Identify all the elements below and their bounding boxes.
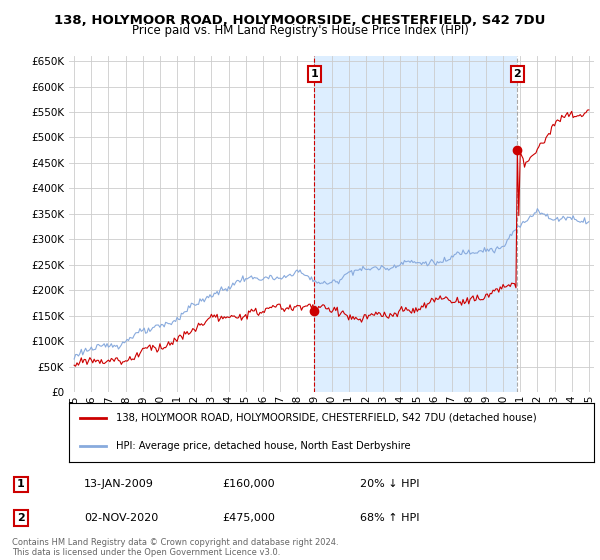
- Text: HPI: Average price, detached house, North East Derbyshire: HPI: Average price, detached house, Nort…: [116, 441, 411, 451]
- Bar: [314, 56, 517, 392]
- Text: 13-JAN-2009: 13-JAN-2009: [84, 479, 154, 489]
- Text: Contains HM Land Registry data © Crown copyright and database right 2024.
This d: Contains HM Land Registry data © Crown c…: [12, 538, 338, 557]
- Text: 138, HOLYMOOR ROAD, HOLYMOORSIDE, CHESTERFIELD, S42 7DU (detached house): 138, HOLYMOOR ROAD, HOLYMOORSIDE, CHESTE…: [116, 413, 537, 423]
- Text: £475,000: £475,000: [222, 513, 275, 523]
- Text: 138, HOLYMOOR ROAD, HOLYMOORSIDE, CHESTERFIELD, S42 7DU: 138, HOLYMOOR ROAD, HOLYMOORSIDE, CHESTE…: [55, 14, 545, 27]
- Text: 20% ↓ HPI: 20% ↓ HPI: [360, 479, 419, 489]
- Text: Price paid vs. HM Land Registry's House Price Index (HPI): Price paid vs. HM Land Registry's House …: [131, 24, 469, 37]
- Text: 1: 1: [310, 69, 318, 79]
- Text: £160,000: £160,000: [222, 479, 275, 489]
- Text: 02-NOV-2020: 02-NOV-2020: [84, 513, 158, 523]
- Text: 2: 2: [514, 69, 521, 79]
- Text: 1: 1: [17, 479, 25, 489]
- Text: 2: 2: [17, 513, 25, 523]
- Text: 68% ↑ HPI: 68% ↑ HPI: [360, 513, 419, 523]
